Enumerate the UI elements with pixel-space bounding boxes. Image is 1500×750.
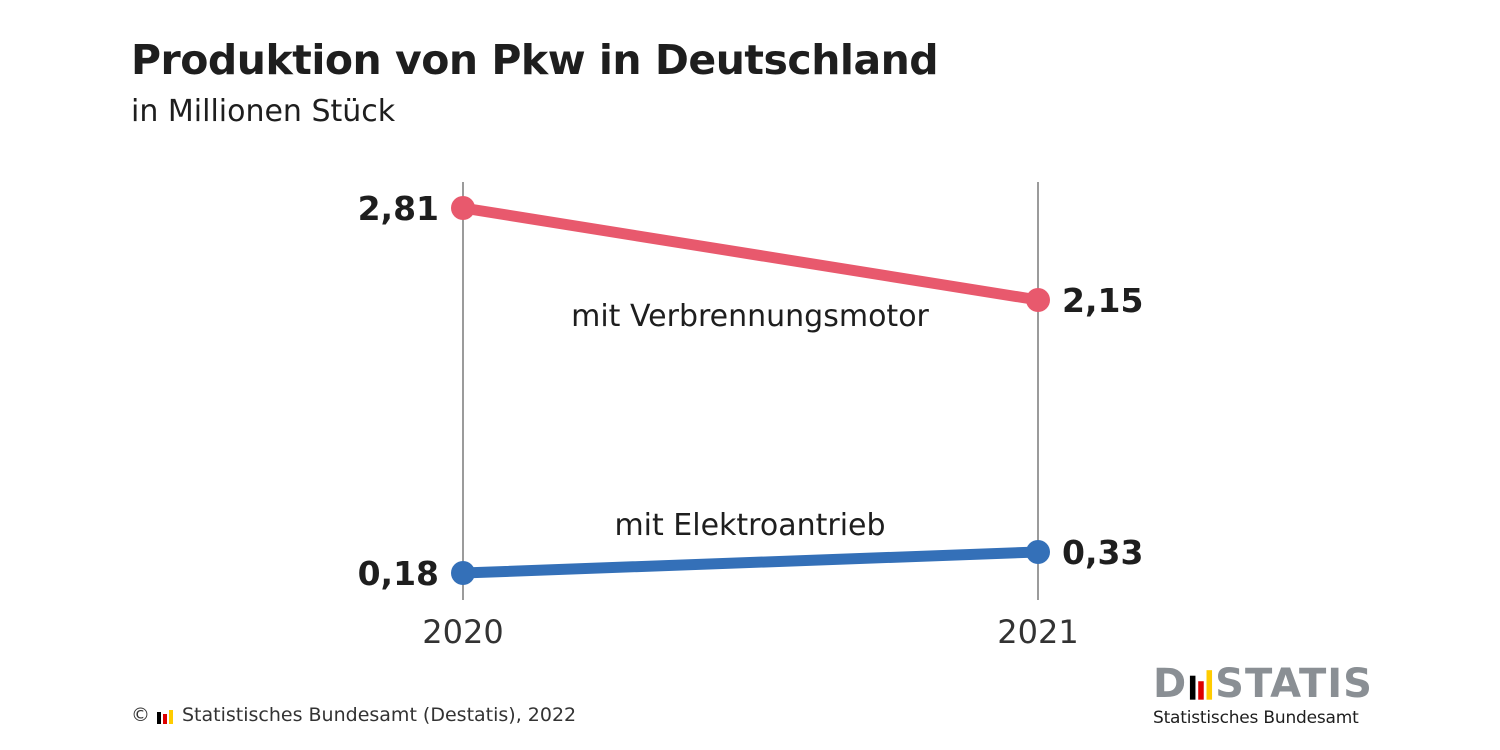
x-tick-label: 2020 bbox=[422, 613, 503, 651]
data-label: 0,33 bbox=[1062, 533, 1143, 572]
german-flag-bars-icon bbox=[1190, 670, 1213, 700]
chart-subtitle: in Millionen Stück bbox=[131, 94, 396, 129]
destatis-mini-logo-icon bbox=[156, 707, 176, 724]
wordmark-prefix: D bbox=[1153, 661, 1188, 707]
series-line bbox=[457, 202, 1044, 306]
data-point bbox=[451, 196, 475, 220]
copyright-symbol: © bbox=[131, 704, 150, 726]
data-label: 0,18 bbox=[358, 554, 439, 593]
data-point bbox=[451, 561, 475, 585]
data-label: 2,81 bbox=[358, 189, 439, 228]
data-point bbox=[1026, 288, 1050, 312]
x-tick-label: 2021 bbox=[997, 613, 1078, 651]
source-text: Statistisches Bundesamt (Destatis), 2022 bbox=[182, 704, 577, 726]
logo-subtitle: Statistisches Bundesamt bbox=[1153, 708, 1359, 728]
series-label: mit Verbrennungsmotor bbox=[571, 299, 929, 334]
series-line bbox=[457, 546, 1044, 579]
data-point bbox=[1026, 540, 1050, 564]
series-label: mit Elektroantrieb bbox=[614, 508, 885, 543]
data-label: 2,15 bbox=[1062, 281, 1143, 320]
destatis-logo: D STATIS Statistisches Bundesamt bbox=[1153, 664, 1373, 728]
wordmark-suffix: STATIS bbox=[1215, 661, 1373, 707]
chart-title: Produktion von Pkw in Deutschland bbox=[131, 36, 939, 84]
source-footer: © Statistisches Bundesamt (Destatis), 20… bbox=[131, 704, 576, 726]
destatis-wordmark: D STATIS bbox=[1153, 664, 1373, 704]
